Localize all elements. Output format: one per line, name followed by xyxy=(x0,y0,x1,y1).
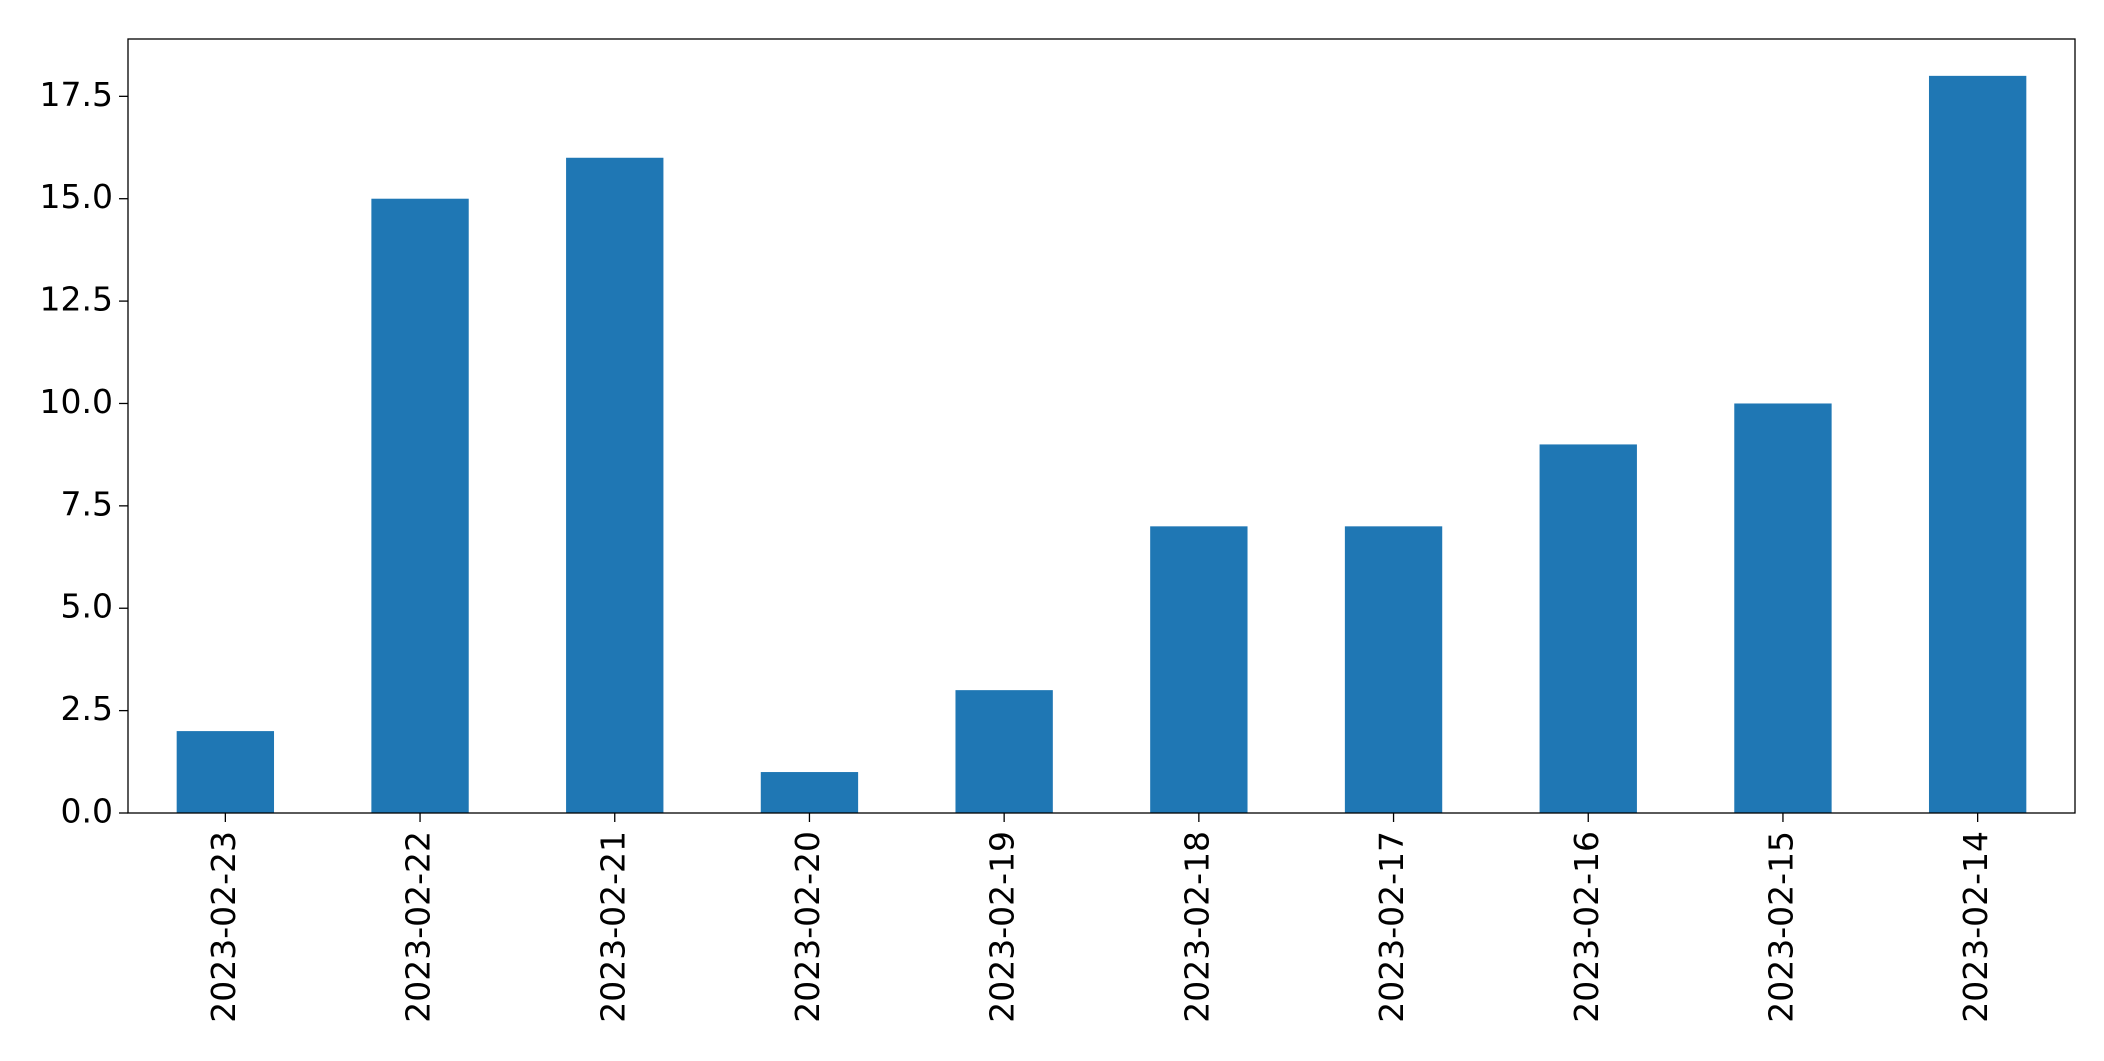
x-tick-label: 2023-02-16 xyxy=(1567,831,1606,1023)
x-tick-label: 2023-02-19 xyxy=(983,831,1022,1023)
bar xyxy=(1344,526,1443,813)
x-tick-label: 2023-02-14 xyxy=(1956,831,1995,1023)
x-tick-label: 2023-02-18 xyxy=(1177,831,1216,1023)
bar xyxy=(566,157,664,813)
x-tick-label: 2023-02-21 xyxy=(593,831,632,1023)
bar xyxy=(1150,526,1248,813)
y-tick-label: 7.5 xyxy=(61,484,113,523)
bar xyxy=(955,690,1053,813)
y-tick-label: 17.5 xyxy=(40,75,113,114)
bar xyxy=(371,198,469,813)
bar xyxy=(760,772,859,813)
y-tick-label: 15.0 xyxy=(40,177,113,216)
bar xyxy=(1539,444,1637,813)
x-tick-label: 2023-02-20 xyxy=(788,831,827,1023)
y-tick-label: 12.5 xyxy=(40,280,113,319)
y-tick-label: 0.0 xyxy=(61,792,113,831)
x-tick-label: 2023-02-23 xyxy=(204,831,243,1023)
bar xyxy=(1928,75,2027,814)
x-tick-label: 2023-02-22 xyxy=(399,831,438,1023)
plot-frame xyxy=(127,38,2076,814)
y-tick-label: 2.5 xyxy=(61,689,113,728)
bar xyxy=(1734,403,1832,813)
x-tick-label: 2023-02-17 xyxy=(1372,831,1411,1023)
x-tick-label: 2023-02-15 xyxy=(1761,831,1800,1023)
y-tick-label: 10.0 xyxy=(40,382,113,421)
y-tick-label: 5.0 xyxy=(61,587,113,626)
bar xyxy=(176,731,275,813)
